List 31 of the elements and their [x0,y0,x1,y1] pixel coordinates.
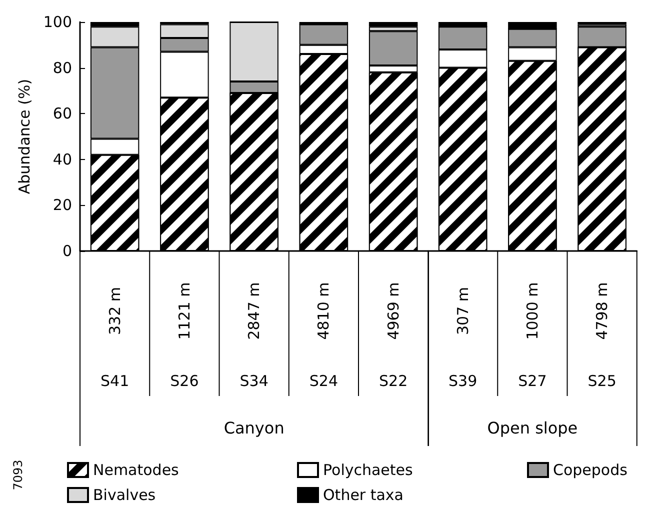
text: S25 [588,372,616,390]
x-tick-label: 4798 m [593,282,612,340]
x-tick-label: 4969 m [384,282,402,340]
y-tick-label: 60 [52,104,72,123]
y-tick-label: 0 [62,242,72,260]
y-tick-label: 40 [52,150,72,168]
x-axis-title: Canyon [224,418,284,438]
x-tick-label: 4810 m [314,282,333,340]
legend-label: Polychaetes [323,461,414,479]
text: S24 [309,372,338,390]
legend-label: Copepods [553,461,628,479]
x-axis-title: Open slope [487,418,578,438]
y-axis-title: Abundance (%) [16,78,34,194]
text: S22 [379,372,408,390]
x-tick-label: 332 m [106,286,124,336]
x-tick-label: 1121 m [175,282,194,340]
text: S39 [448,372,478,390]
legend-label: Other taxa [323,486,404,504]
text: S41 [100,372,130,390]
legend-label: Nematodes [93,461,180,479]
text: S26 [170,372,199,390]
legend-label: Bivalves [93,486,156,504]
x-tick-label: 1000 m [524,282,542,340]
y-tick-label: 100 [43,13,72,31]
text: S27 [518,372,547,390]
y-tick-label: 80 [52,58,72,77]
text: 7093 [11,460,25,490]
y-tick-label: 20 [52,196,72,214]
text: S34 [240,372,268,390]
x-tick-label: 307 m [454,286,472,336]
x-tick-label: 2847 m [245,282,264,340]
